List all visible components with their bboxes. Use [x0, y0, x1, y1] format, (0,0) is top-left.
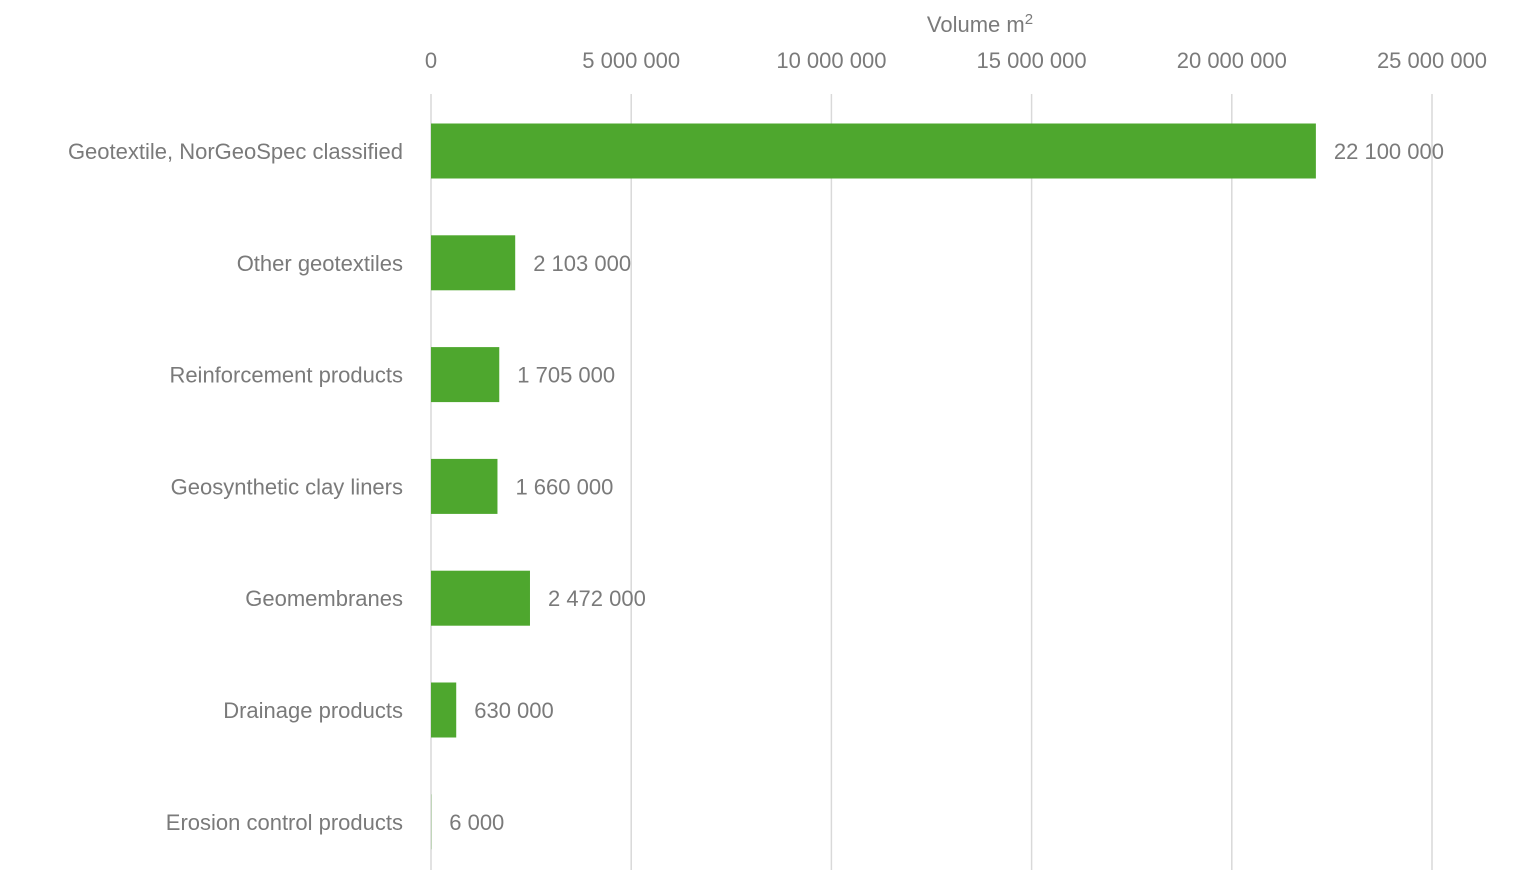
- bar: [431, 683, 456, 738]
- category-label: Erosion control products: [166, 810, 403, 835]
- x-tick-label: 10 000 000: [776, 48, 886, 73]
- data-label: 22 100 000: [1334, 139, 1444, 164]
- bar: [431, 124, 1316, 179]
- category-labels: Geotextile, NorGeoSpec classified Other g…: [68, 139, 403, 835]
- category-label: Reinforcement products: [169, 363, 403, 388]
- x-tick-label: 15 000 000: [977, 48, 1087, 73]
- data-label: 630 000: [474, 698, 554, 723]
- bar: [431, 235, 515, 290]
- category-label: Geotextile, NorGeoSpec classified: [68, 139, 403, 164]
- category-label: Geosynthetic clay liners: [171, 474, 403, 499]
- x-tick-label: 0: [425, 48, 437, 73]
- bar: [431, 347, 499, 402]
- category-label: Geomembranes: [245, 586, 403, 611]
- category-label: Drainage products: [223, 698, 403, 723]
- data-label: 1 660 000: [515, 474, 613, 499]
- category-label: Other geotextiles: [237, 251, 403, 276]
- x-tick-label: 25 000 000: [1377, 48, 1487, 73]
- data-label: 2 103 000: [533, 251, 631, 276]
- data-labels: 22 100 000 2 103 000 1 705 000 1 660 000 2 4…: [449, 139, 1444, 835]
- x-axis-title: Volume m2: [927, 11, 1033, 37]
- x-tick-label: 20 000 000: [1177, 48, 1287, 73]
- data-label: 2 472 000: [548, 586, 646, 611]
- x-axis-tick-labels: 0 5 000 000 10 000 000 15 000 000 20 000 000…: [425, 48, 1487, 73]
- bar: [431, 571, 530, 626]
- data-label: 1 705 000: [517, 363, 615, 388]
- bar: [431, 459, 497, 514]
- x-tick-label: 5 000 000: [582, 48, 680, 73]
- data-label: 6 000: [449, 810, 504, 835]
